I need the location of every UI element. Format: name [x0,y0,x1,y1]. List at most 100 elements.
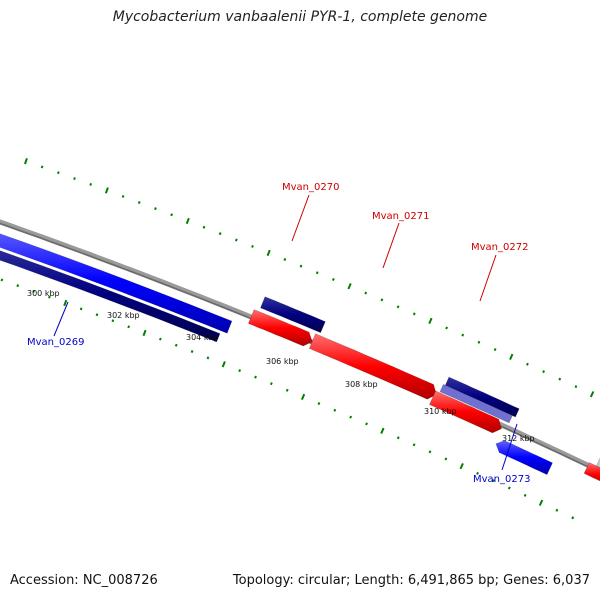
outer-tick-minor [218,232,222,236]
inner-tick-minor [95,313,99,317]
inner-tick-minor [111,319,115,323]
outer-tick-minor [251,244,254,248]
inner-tick-minor [317,402,321,406]
inner-tick-minor [238,369,242,373]
position-label: 312 kbp [502,434,535,443]
outer-tick-minor [558,377,562,381]
outer-tick-major [104,187,109,194]
inner-tick-minor [32,289,35,293]
outer-tick-major [266,249,271,257]
inner-tick-minor [48,295,51,299]
gene-bar-next-gene [583,462,600,482]
gene-bar-mvan-0270-product [260,296,326,333]
outer-tick-minor [299,264,303,268]
gene-label-leader [382,222,400,269]
inner-tick-minor [349,415,353,419]
inner-tick-minor [523,493,527,497]
inner-tick-major [63,299,68,307]
inner-tick-minor [0,278,4,282]
gene-bar-next-product [595,457,600,469]
genome-title: Mycobacterium vanbaalenii PYR-1, complet… [112,9,488,25]
outer-tick-major [589,391,595,398]
inner-tick-minor [492,479,495,483]
outer-tick-major [509,353,514,361]
inner-tick-minor [190,350,194,354]
outer-tick-minor [412,312,416,316]
outer-tick-minor [202,225,206,229]
gene-bar-mvan-0269 [0,233,233,334]
inner-tick-minor [285,388,289,392]
outer-tick-major [347,283,352,290]
outer-tick-minor [364,291,368,295]
outer-tick-major [185,217,190,225]
inner-tick-minor [507,486,511,490]
outer-tick-minor [154,207,157,211]
feature-tracks [0,233,600,482]
outer-tick-minor [73,177,76,181]
outer-tick-minor [56,171,60,175]
inner-tick-major [380,427,385,434]
position-labels: 300 kbp 302 kbp 304 kbp 306 kbp 308 kbp 310 k… [27,289,535,443]
gene-label-leader [53,301,69,337]
gene-label-leader [291,194,310,242]
outer-tick-minor [542,370,546,374]
position-label: 306 kbp [266,357,299,366]
gene-label-mvan-0272[interactable]: Mvan_0272 [471,242,528,253]
gene-label-leader [501,423,518,471]
outer-tick-major [24,158,28,165]
gene-label-leader [479,254,497,302]
outer-tick-minor [461,333,465,337]
position-label: 308 kbp [345,380,378,389]
outer-tick-minor [121,194,125,198]
inner-tick-minor [79,307,83,311]
position-label: 302 kbp [107,311,140,320]
gene-bar-mvan-0272 [429,390,502,434]
gene-label-mvan-0271[interactable]: Mvan_0271 [372,211,429,222]
outer-tick-minor [283,257,287,261]
inner-tick-minor [16,284,20,288]
gene-bar-mvan-0270 [248,309,313,347]
outer-tick-minor [493,348,497,352]
inner-tick-minor [269,382,273,386]
outer-tick-minor [526,362,529,366]
gene-label-mvan-0269[interactable]: Mvan_0269 [27,337,84,348]
outer-tick-minor [574,385,578,389]
inner-tick-minor [254,375,257,379]
outer-tick-minor [89,182,93,186]
inner-tick-minor [333,408,337,412]
outer-tick-minor [315,271,319,275]
outer-tick-minor [40,165,44,169]
position-label: 310 kbp [424,407,457,416]
inner-tick-ring [0,278,575,520]
inner-tick-major [459,462,464,470]
outer-tick-major [428,317,433,325]
inner-tick-minor [365,422,368,426]
inner-tick-major [142,329,147,337]
inner-tick-minor [412,443,416,447]
accession-text: Accession: NC_008726 [10,573,158,588]
genome-summary-text: Topology: circular; Length: 6,491,865 bp… [232,573,590,588]
outer-tick-minor [396,305,400,309]
inner-tick-minor [396,436,400,440]
inner-tick-minor [476,471,479,475]
outer-tick-minor [380,298,384,302]
outer-tick-ring [24,158,595,398]
inner-tick-minor [555,508,559,512]
inner-tick-minor [571,516,575,520]
inner-tick-major [301,393,306,401]
inner-tick-minor [174,343,178,347]
position-label: 304 kbp [186,333,219,342]
outer-tick-minor [137,200,141,204]
gene-label-mvan-0270[interactable]: Mvan_0270 [282,182,339,193]
gene-bar-mvan-0273 [495,440,553,475]
gene-labels: Mvan_0269 Mvan_0270 Mvan_0271 Mvan_0272 Mvan… [27,182,530,485]
outer-tick-minor [170,213,173,217]
inner-tick-minor [206,356,210,360]
inner-tick-major [538,499,544,506]
position-label: 300 kbp [27,289,60,298]
gene-bar-mvan-0272-product-secondary [439,384,513,424]
gene-label-mvan-0273[interactable]: Mvan_0273 [473,474,530,485]
outer-tick-minor [332,277,335,281]
